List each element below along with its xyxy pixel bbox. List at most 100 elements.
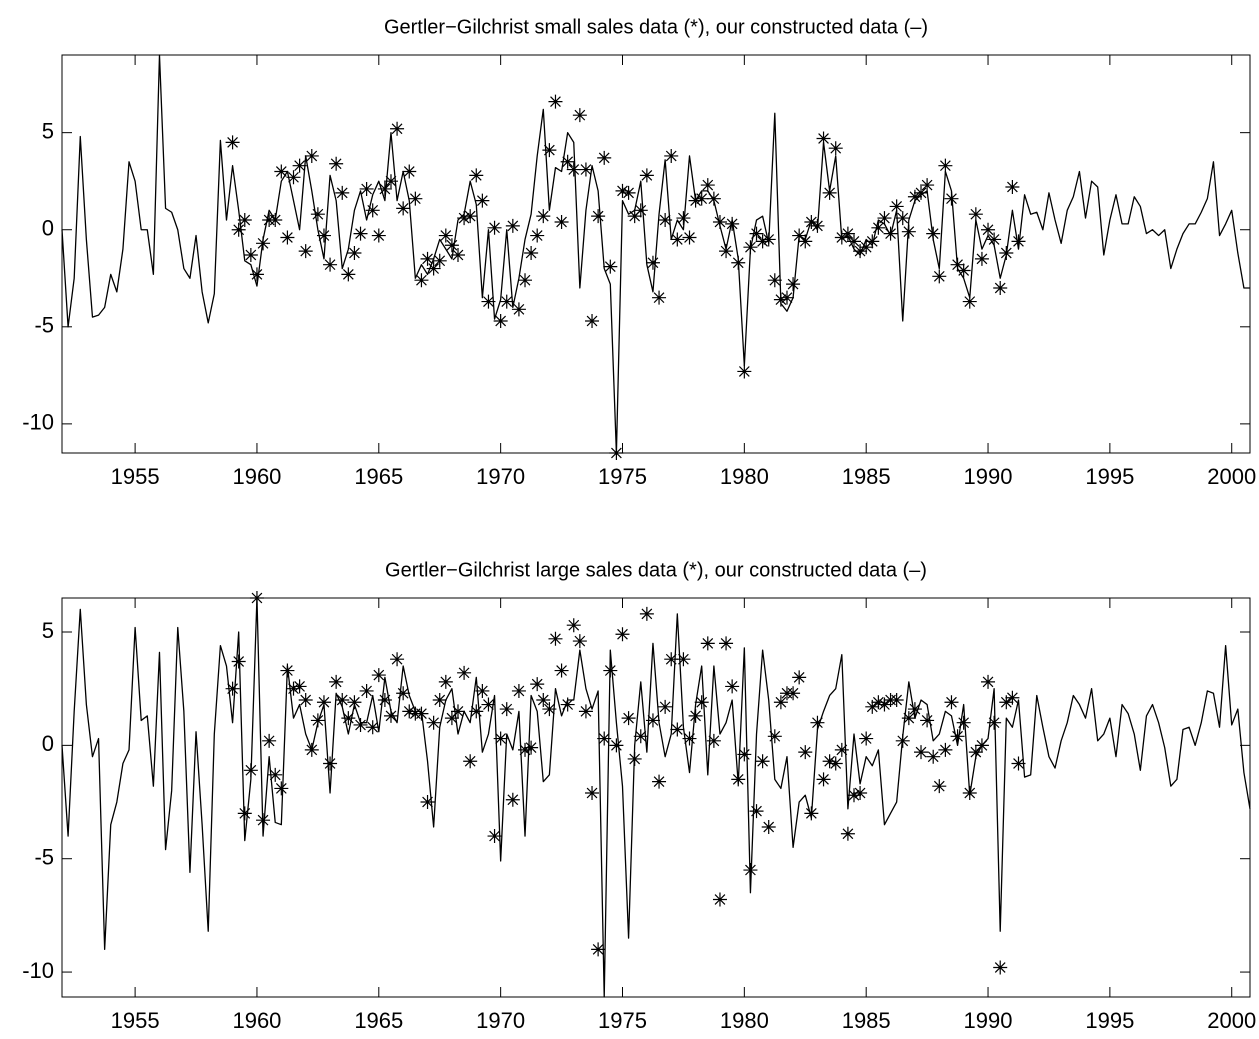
asterisk-marker <box>280 663 295 678</box>
asterisk-marker <box>292 158 307 173</box>
asterisk-marker <box>268 213 283 228</box>
asterisk-marker <box>938 158 953 173</box>
asterisk-marker <box>591 209 606 224</box>
asterisk-marker <box>962 294 977 309</box>
asterisk-marker <box>359 683 374 698</box>
asterisk-marker <box>706 733 721 748</box>
asterisk-marker <box>615 183 630 198</box>
asterisk-marker <box>432 253 447 268</box>
y-tick-label: 0 <box>42 216 54 241</box>
asterisk-marker <box>578 704 593 719</box>
asterisk-marker <box>536 209 551 224</box>
asterisk-marker <box>639 606 654 621</box>
asterisk-marker <box>627 209 642 224</box>
asterisk-marker <box>377 693 392 708</box>
asterisk-marker <box>335 693 350 708</box>
asterisk-marker <box>286 681 301 696</box>
asterisk-marker <box>859 731 874 746</box>
asterisk-marker <box>554 214 569 229</box>
asterisk-marker <box>463 209 478 224</box>
y-tick-label: -5 <box>34 845 54 870</box>
asterisk-marker <box>834 230 849 245</box>
asterisk-marker <box>652 774 667 789</box>
asterisk-marker <box>566 618 581 633</box>
asterisk-marker <box>932 269 947 284</box>
asterisk-marker <box>907 189 922 204</box>
x-tick-label: 1980 <box>720 1008 769 1033</box>
asterisk-marker <box>438 228 453 243</box>
asterisk-marker <box>451 247 465 262</box>
asterisk-marker <box>676 211 691 226</box>
asterisk-marker <box>786 686 801 701</box>
asterisk-marker <box>530 228 545 243</box>
asterisk-marker <box>542 702 557 717</box>
asterisk-marker <box>225 135 240 150</box>
asterisk-marker <box>292 679 307 694</box>
asterisk-marker <box>518 273 533 288</box>
x-tick-label: 1985 <box>842 1008 891 1033</box>
asterisk-marker <box>426 261 441 276</box>
asterisk-marker <box>511 683 526 698</box>
asterisk-marker <box>499 294 514 309</box>
asterisk-marker <box>365 720 380 735</box>
asterisk-marker <box>712 892 727 907</box>
x-tick-label: 1970 <box>476 1008 525 1033</box>
asterisk-marker <box>639 168 654 183</box>
asterisk-marker <box>243 763 258 778</box>
asterisk-marker <box>792 228 807 243</box>
asterisk-marker <box>451 704 465 719</box>
asterisk-marker <box>822 185 837 200</box>
asterisk-marker <box>396 686 411 701</box>
asterisk-marker <box>444 711 459 726</box>
asterisk-marker <box>256 813 271 828</box>
asterisk-marker <box>670 722 685 737</box>
asterisk-marker <box>444 238 459 253</box>
asterisk-marker <box>779 290 794 305</box>
asterisk-marker <box>889 199 904 214</box>
asterisk-marker <box>341 711 356 726</box>
asterisk-marker <box>920 713 935 728</box>
axes-frame <box>61 597 1251 998</box>
asterisk-marker <box>603 663 618 678</box>
y-tick-label: 5 <box>42 618 54 643</box>
asterisk-marker <box>572 108 587 123</box>
asterisk-marker <box>694 191 709 206</box>
asterisk-marker <box>383 708 398 723</box>
asterisk-marker <box>274 164 289 179</box>
asterisk-marker <box>786 277 801 292</box>
asterisk-marker <box>840 826 855 841</box>
x-tick-label: 1995 <box>1085 1008 1134 1033</box>
asterisk-marker <box>962 785 977 800</box>
asterisk-marker <box>944 191 959 206</box>
asterisk-marker <box>316 228 331 243</box>
asterisk-marker <box>767 729 782 744</box>
asterisk-marker <box>274 781 289 796</box>
asterisk-marker <box>572 634 587 649</box>
chart-title: Gertler−Gilchrist small sales data (*), … <box>384 16 928 38</box>
asterisk-marker <box>402 164 417 179</box>
asterisk-marker <box>810 715 825 730</box>
asterisk-marker <box>968 207 983 222</box>
asterisk-marker <box>798 745 813 760</box>
asterisk-marker <box>645 713 660 728</box>
asterisk-marker <box>664 148 679 163</box>
asterisk-marker <box>237 806 252 821</box>
asterisk-marker <box>950 257 965 272</box>
axes-frame <box>61 54 1251 454</box>
asterisk-marker <box>329 156 344 171</box>
asterisk-marker <box>706 191 721 206</box>
asterisk-marker <box>231 654 246 669</box>
asterisk-marker <box>743 240 758 255</box>
asterisk-marker <box>256 236 271 251</box>
asterisk-marker <box>804 806 819 821</box>
asterisk-marker <box>761 819 776 834</box>
asterisk-marker <box>493 313 508 328</box>
asterisk-marker <box>847 788 861 803</box>
asterisk-marker <box>280 230 295 245</box>
asterisk-marker <box>341 267 356 282</box>
asterisk-marker <box>1011 234 1026 249</box>
asterisk-marker <box>877 697 892 712</box>
asterisk-marker <box>719 636 734 651</box>
asterisk-marker <box>597 731 612 746</box>
